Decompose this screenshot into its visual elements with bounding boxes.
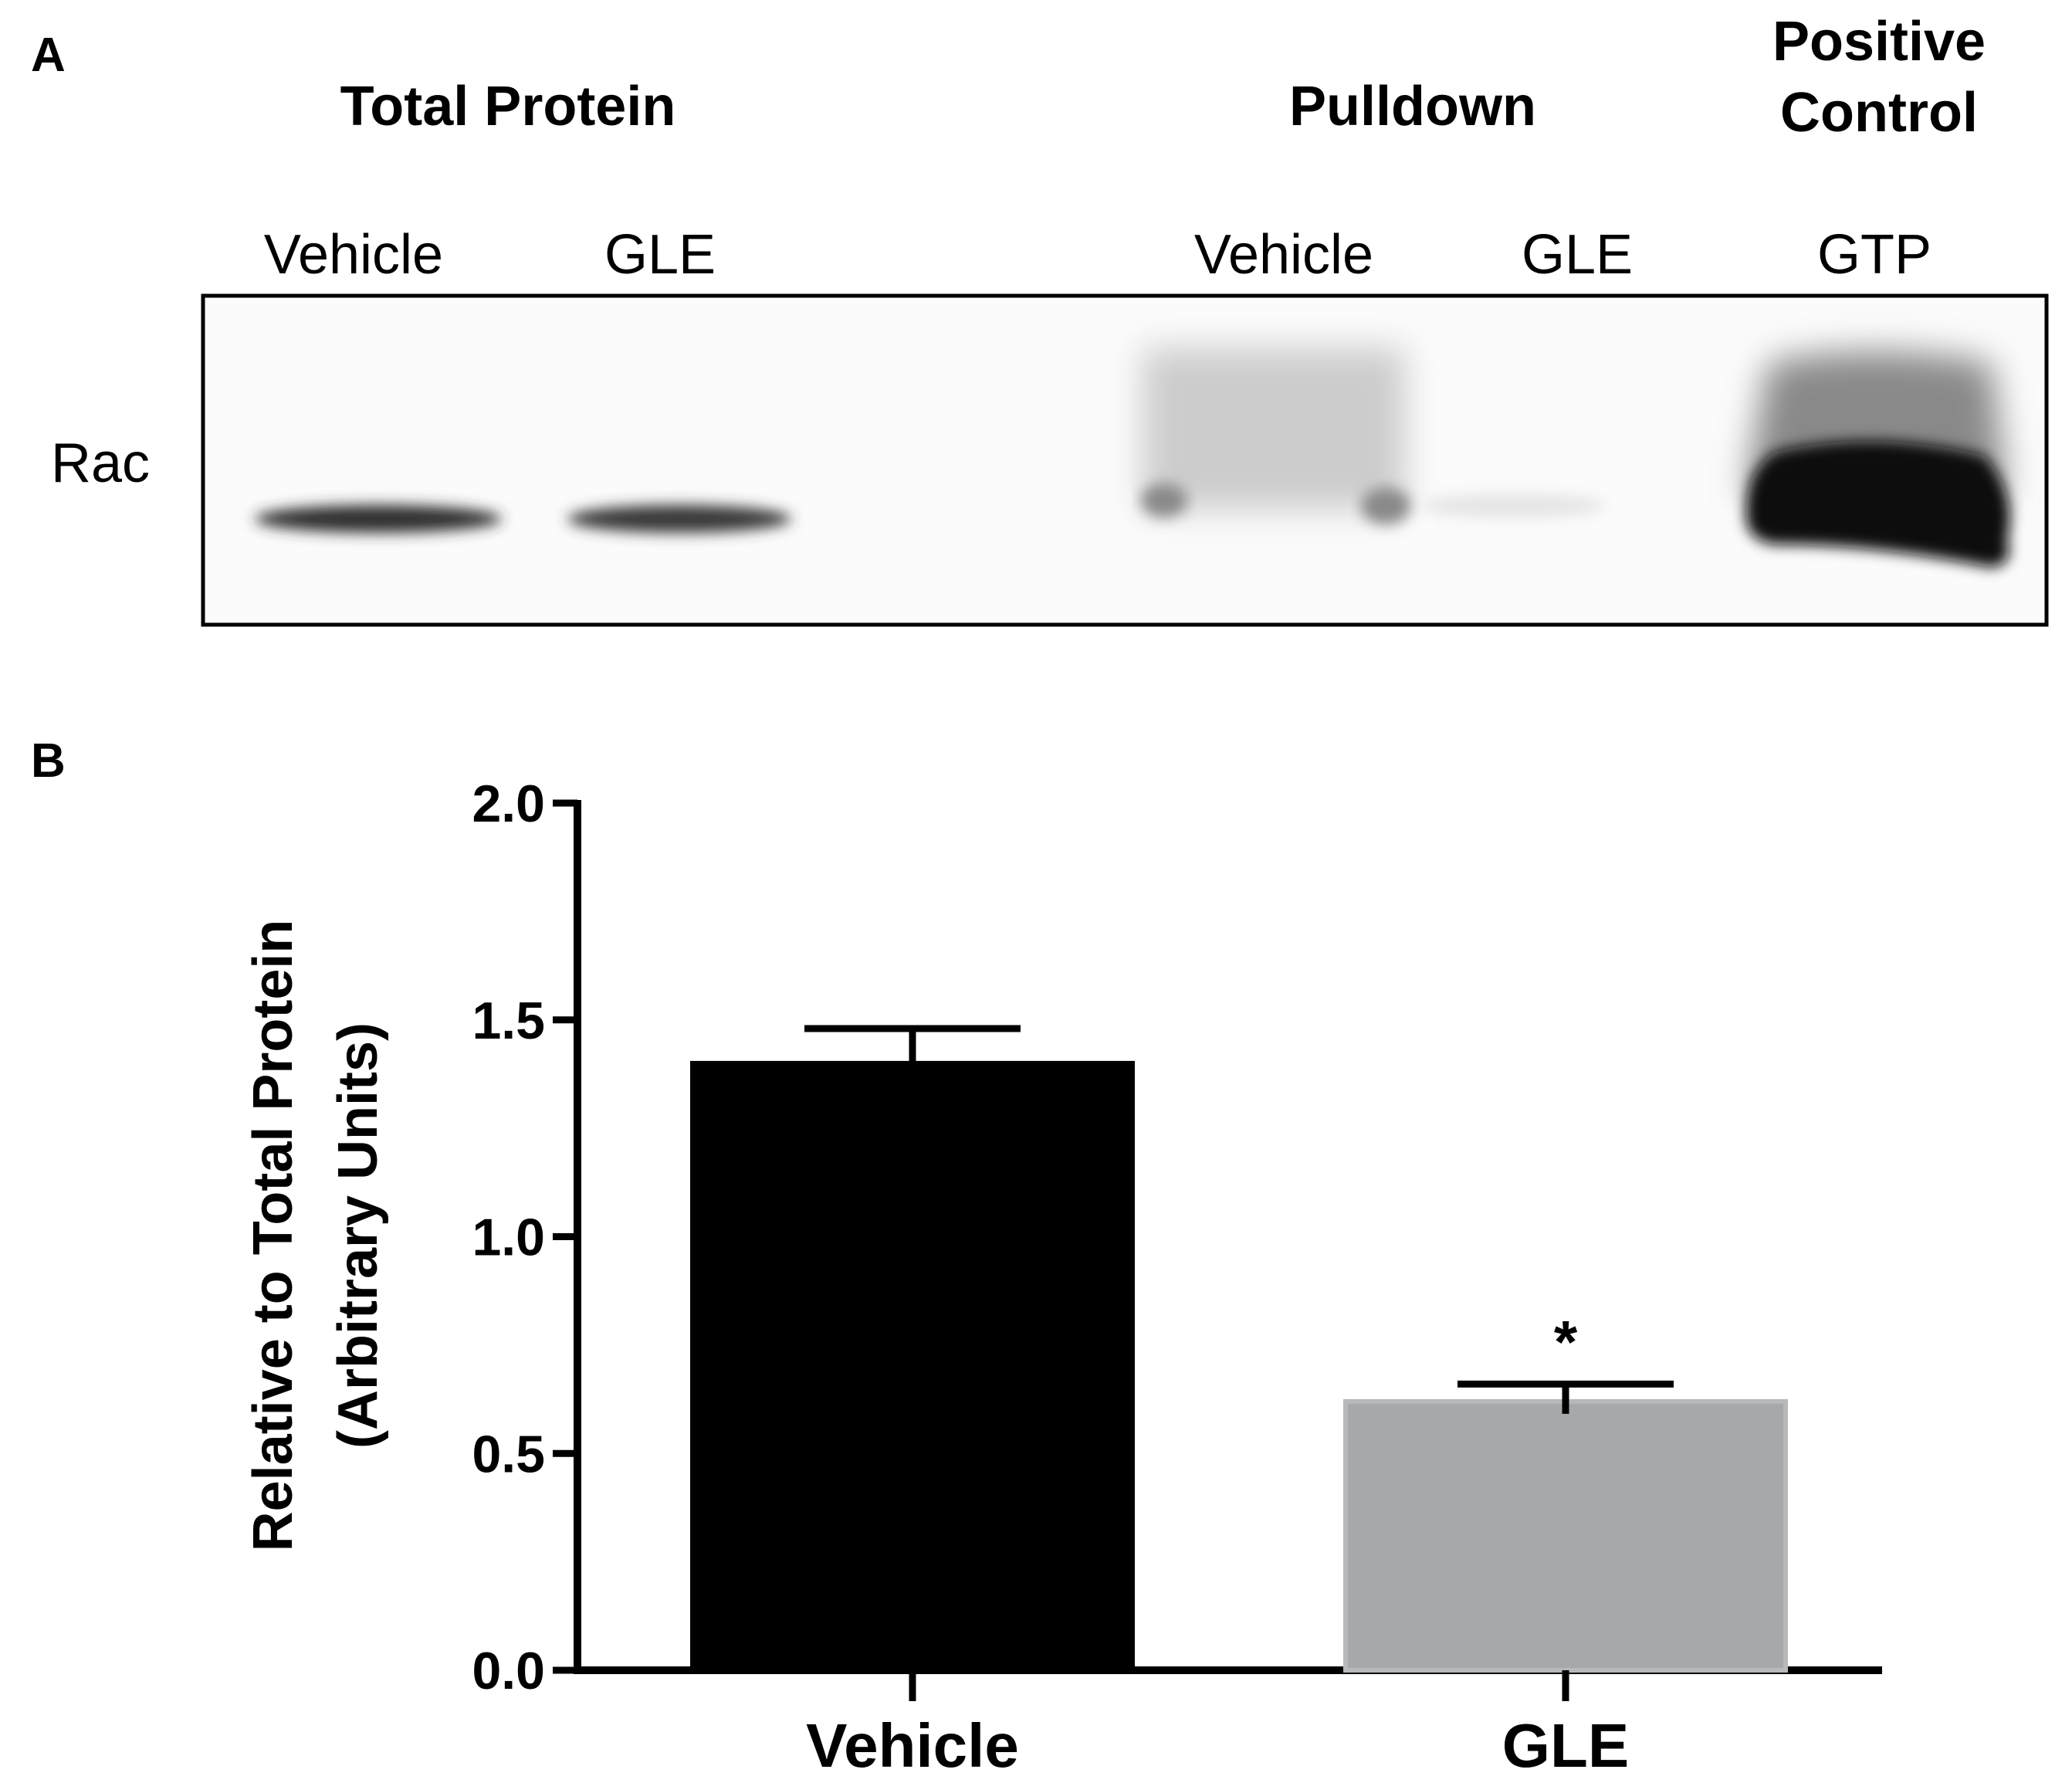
- y-axis-label-units: (Arbitrary Units): [327, 1022, 389, 1449]
- x-tick-label: Vehicle: [806, 1711, 1019, 1780]
- group-title-total-protein: Total Protein: [340, 76, 676, 137]
- y-axis-label: Relative to Total Protein: [242, 920, 304, 1552]
- lane-label-gle-pulldown: GLE: [1522, 224, 1633, 286]
- group-title-pulldown: Pulldown: [1289, 76, 1536, 137]
- panel-b-letter: B: [31, 734, 66, 788]
- blot-band-pulldown-gle: [1420, 493, 1606, 518]
- group-title-positive-control-1: Positive: [1772, 11, 1986, 73]
- lane-label-vehicle-pulldown: Vehicle: [1194, 224, 1373, 286]
- bar-gle: [1343, 1398, 1788, 1673]
- y-tick-label: 1.5: [472, 991, 545, 1050]
- blot-band-pulldown-vehicle-right: [1361, 487, 1410, 524]
- blot-smear-pulldown-vehicle: [1143, 347, 1405, 510]
- y-tick-label: 2.0: [472, 775, 545, 833]
- blot-background: [201, 293, 2049, 627]
- western-blot: [201, 293, 2049, 627]
- blot-band-pulldown-vehicle-left: [1141, 483, 1187, 517]
- y-tick-label: 0.0: [472, 1642, 545, 1700]
- row-label-rac: Rac: [51, 432, 150, 494]
- group-title-positive-control-2: Control: [1780, 82, 1978, 144]
- blot-band-gtp: [1745, 441, 2010, 568]
- bar-chart: 0.0 0.5 1.0 1.5 2.0 Relative to Total Protein…: [242, 775, 1882, 1780]
- lane-label-gtp: GTP: [1817, 224, 1931, 286]
- blot-band-total-0: [255, 505, 502, 533]
- y-tick-label: 1.0: [472, 1208, 545, 1267]
- y-tick-label: 0.5: [472, 1425, 545, 1483]
- x-tick-label: GLE: [1502, 1711, 1629, 1780]
- panel-a-letter: A: [31, 29, 66, 82]
- lane-label-gle-total: GLE: [604, 224, 716, 286]
- bar-vehicle: [690, 1060, 1135, 1673]
- lane-label-vehicle-total: Vehicle: [264, 224, 443, 286]
- significance-marker: *: [1554, 1307, 1578, 1375]
- blot-band-total-1: [567, 505, 791, 533]
- blot-bands: [255, 347, 2010, 568]
